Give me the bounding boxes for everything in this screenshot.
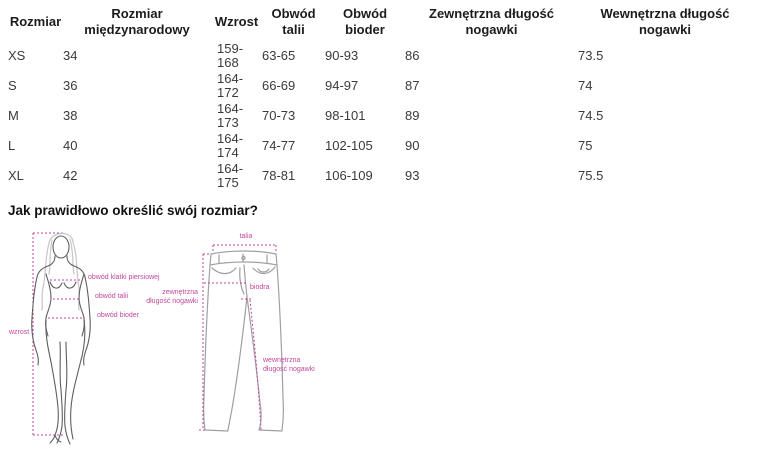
cell-outer-leg: 87 (405, 78, 420, 94)
measurement-diagram: obwód klatki piersiowej obwód talii obwó… (0, 228, 760, 449)
header-wzrost: Wzrost (214, 13, 259, 29)
label-waist-circumference: obwód talii (95, 293, 129, 300)
cell-height: 164-175 (217, 160, 244, 191)
cell-intl-size: 38 (63, 108, 78, 124)
size-table: Rozmiar Rozmiar międzynarodowy Wzrost Ob… (8, 2, 752, 191)
cell-outer-leg: 90 (405, 138, 420, 154)
cell-intl-size: 42 (63, 168, 78, 184)
cell-inner-leg: 75 (578, 138, 593, 154)
table-row: S 36 164-172 66-69 94-97 87 74 (8, 71, 752, 101)
cell-outer-leg: 86 (405, 48, 420, 64)
female-figure-illustration (31, 232, 91, 445)
label-chest-circumference: obwód klatki piersiowej (88, 274, 160, 281)
label-inner-leg-length: wewnętrzna długość nogawki (263, 357, 315, 374)
label-height: wzrost (9, 329, 30, 336)
cell-outer-leg: 89 (405, 108, 420, 124)
cell-waist: 70-73 (262, 108, 296, 124)
label-pants-hips: biodra (250, 284, 270, 291)
table-row: L 40 164-174 74-77 102-105 90 75 (8, 131, 752, 161)
header-obwod-bioder: Obwód bioder (342, 6, 388, 37)
table-row: M 38 164-173 70-73 98-101 89 74.5 (8, 101, 752, 131)
cell-inner-leg: 74 (578, 78, 593, 94)
cell-hips: 90-93 (325, 48, 359, 64)
cell-hips: 98-101 (325, 108, 366, 124)
label-pants-waist: talia (239, 233, 253, 240)
header-zewnetrzna-dlugosc: Zewnętrzna długość nogawki (429, 6, 554, 37)
cell-waist: 74-77 (262, 138, 296, 154)
cell-waist: 63-65 (262, 48, 296, 64)
cell-inner-leg: 73.5 (578, 48, 604, 64)
cell-intl-size: 36 (63, 78, 78, 94)
cell-waist: 78-81 (262, 168, 296, 184)
cell-waist: 66-69 (262, 78, 296, 94)
section-title: Jak prawidłowo określić swój rozmiar? (8, 203, 258, 218)
header-rozmiar-miedzynarodowy: Rozmiar międzynarodowy (84, 6, 190, 37)
header-obwod-talii: Obwód talii (271, 6, 316, 37)
cell-intl-size: 40 (63, 138, 78, 154)
cell-size: M (8, 108, 19, 124)
header-rozmiar: Rozmiar (9, 13, 62, 29)
cell-height: 164-174 (217, 130, 244, 161)
cell-hips: 102-105 (325, 138, 373, 154)
cell-hips: 106-109 (325, 168, 373, 184)
measurement-illustration (31, 232, 285, 445)
cell-height: 164-173 (217, 100, 244, 131)
label-hip-circumference: obwód bioder (97, 312, 140, 319)
cell-height: 159-168 (217, 40, 244, 71)
cell-size: XL (8, 168, 24, 184)
cell-outer-leg: 93 (405, 168, 420, 184)
cell-size: S (8, 78, 17, 94)
header-wewnetrzna-dlugosc: Wewnętrzna długość nogawki (600, 6, 730, 37)
table-row: XS 34 159-168 63-65 90-93 86 73.5 (8, 41, 752, 71)
cell-height: 164-172 (217, 70, 244, 101)
cell-size: XS (8, 48, 26, 64)
table-row: XL 42 164-175 78-81 106-109 93 75.5 (8, 161, 752, 191)
cell-inner-leg: 75.5 (578, 168, 604, 184)
label-outer-leg-length: zewnętrzna długość nogawki (146, 289, 198, 306)
cell-size: L (8, 138, 16, 154)
cell-intl-size: 34 (63, 48, 78, 64)
cell-inner-leg: 74.5 (578, 108, 604, 124)
table-header-row: Rozmiar Rozmiar międzynarodowy Wzrost Ob… (8, 2, 752, 41)
cell-hips: 94-97 (325, 78, 359, 94)
pants-illustration (199, 244, 285, 432)
